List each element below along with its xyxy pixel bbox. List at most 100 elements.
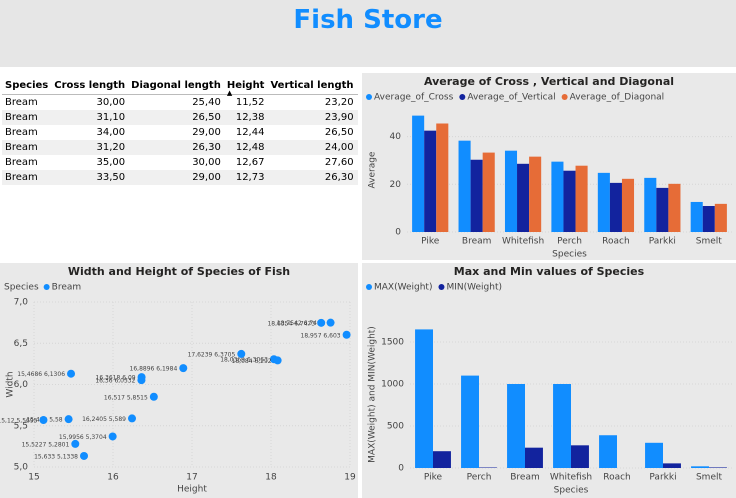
table-cell: 25,40 bbox=[192, 97, 221, 108]
data-label: 15,9956 5,3704 bbox=[59, 434, 107, 441]
point bbox=[108, 432, 117, 441]
chart-title: Width and Height of Species of Fish bbox=[68, 265, 290, 278]
bar bbox=[599, 435, 617, 468]
x-tick-label: 18 bbox=[265, 473, 277, 483]
point bbox=[179, 364, 188, 373]
legend-label: MIN(Weight) bbox=[446, 283, 502, 293]
data-label: 18,084 6,292 bbox=[232, 358, 272, 365]
table-cell: 34,00 bbox=[96, 127, 126, 138]
bar bbox=[482, 152, 495, 232]
table-cell: 12,48 bbox=[223, 140, 268, 155]
table-cell: Bream bbox=[2, 170, 52, 185]
legend-marker bbox=[366, 94, 372, 100]
y-axis-label: Average bbox=[368, 151, 378, 188]
bar bbox=[645, 442, 663, 468]
legend-label: Average_of_Diagonal bbox=[570, 93, 665, 103]
table-cell: 30,00 bbox=[192, 157, 221, 168]
legend-marker bbox=[366, 284, 372, 290]
x-tick-label: Perch bbox=[467, 473, 492, 483]
table-cell: 30,00 bbox=[96, 97, 126, 108]
table-cell: 26,50 bbox=[324, 127, 354, 138]
point bbox=[237, 349, 246, 358]
data-label: 15,633 5,1338 bbox=[34, 453, 78, 460]
point bbox=[71, 439, 80, 448]
table-cell: 390 bbox=[357, 155, 358, 170]
x-tick-label: Roach bbox=[602, 237, 630, 247]
sort-icon: ▲ bbox=[226, 89, 233, 97]
legend-label: Bream bbox=[52, 283, 82, 293]
legend-marker bbox=[459, 94, 466, 100]
data-label: 17,6239 6,3705 bbox=[188, 351, 236, 358]
point bbox=[149, 392, 158, 401]
bar bbox=[656, 187, 669, 232]
column-header: Height ▲ bbox=[223, 77, 268, 97]
bar bbox=[668, 183, 681, 232]
chart-title: Average of Cross , Vertical and Diagonal bbox=[424, 75, 674, 88]
data-label: 16,517 5,8515 bbox=[104, 394, 148, 401]
point bbox=[326, 318, 335, 327]
x-tick-label: 16 bbox=[107, 473, 119, 483]
x-tick-label: 15 bbox=[28, 473, 39, 483]
bar bbox=[433, 451, 451, 468]
table-cell: 27,60 bbox=[324, 157, 354, 168]
y-tick-label: 40 bbox=[390, 132, 402, 142]
x-tick-label: Bream bbox=[462, 237, 492, 247]
legend-marker bbox=[561, 94, 568, 100]
y-tick-label: 0 bbox=[395, 228, 401, 238]
chart: Max and Min values of Species MAX(Weight)… bbox=[366, 265, 732, 496]
table-cell: 31,20 bbox=[51, 140, 129, 155]
x-tick-label: Roach bbox=[603, 473, 631, 483]
bar bbox=[553, 384, 571, 468]
x-tick-label: Parkki bbox=[649, 237, 676, 247]
chart-title: Max and Min values of Species bbox=[454, 265, 645, 278]
x-tick-label: Smelt bbox=[696, 473, 723, 483]
bar bbox=[412, 115, 425, 232]
y-tick-label: 7,0 bbox=[14, 298, 29, 308]
data-label: 16,3618 6,09 bbox=[96, 375, 136, 382]
data-label: 16,2405 5,589 bbox=[82, 416, 126, 423]
point bbox=[273, 356, 282, 365]
table-cell: Bream bbox=[2, 110, 52, 125]
y-tick-label: 6,0 bbox=[14, 380, 29, 390]
chart-panel: Average of Cross , Vertical and Diagonal… bbox=[362, 73, 736, 260]
bar bbox=[507, 384, 525, 468]
bar bbox=[597, 172, 610, 232]
data-label: 18,957 6,603 bbox=[301, 332, 341, 339]
x-tick-label: Smelt bbox=[696, 237, 723, 247]
y-tick-label: 0 bbox=[398, 464, 404, 474]
point bbox=[137, 376, 146, 385]
data-table: Species Cross length Diagonal length Height… bbox=[2, 77, 358, 185]
table-cell: 340 bbox=[356, 110, 358, 125]
point bbox=[80, 451, 89, 460]
y-tick-label: 5,5 bbox=[14, 421, 28, 431]
legend-title: Species bbox=[4, 283, 39, 293]
bar bbox=[504, 150, 518, 232]
chart: Width and Height of Species of Fish Speci… bbox=[0, 265, 356, 495]
x-axis-label: Species bbox=[554, 486, 589, 496]
y-tick-label: 20 bbox=[390, 180, 402, 190]
column-header: Species bbox=[2, 77, 52, 95]
point bbox=[67, 369, 76, 378]
bar bbox=[714, 203, 727, 232]
y-tick-label: 5,0 bbox=[14, 463, 29, 473]
bar bbox=[691, 466, 709, 468]
x-tick-label: 19 bbox=[344, 473, 356, 483]
table-cell: 33,50 bbox=[51, 170, 129, 185]
y-tick-label: 500 bbox=[387, 422, 404, 432]
bar bbox=[663, 463, 681, 468]
data-label: 16,36 6,0532 bbox=[95, 378, 135, 385]
x-tick-label: Whitefish bbox=[550, 473, 592, 483]
bar bbox=[436, 123, 449, 232]
bar bbox=[461, 375, 479, 468]
legend-label: MAX(Weight) bbox=[374, 283, 432, 293]
point bbox=[317, 318, 326, 327]
table-cell: 35,00 bbox=[96, 157, 126, 168]
data-label: 18,6354 6,7473 bbox=[267, 320, 315, 327]
bar bbox=[644, 177, 657, 232]
table-cell: 29,00 bbox=[192, 127, 221, 138]
